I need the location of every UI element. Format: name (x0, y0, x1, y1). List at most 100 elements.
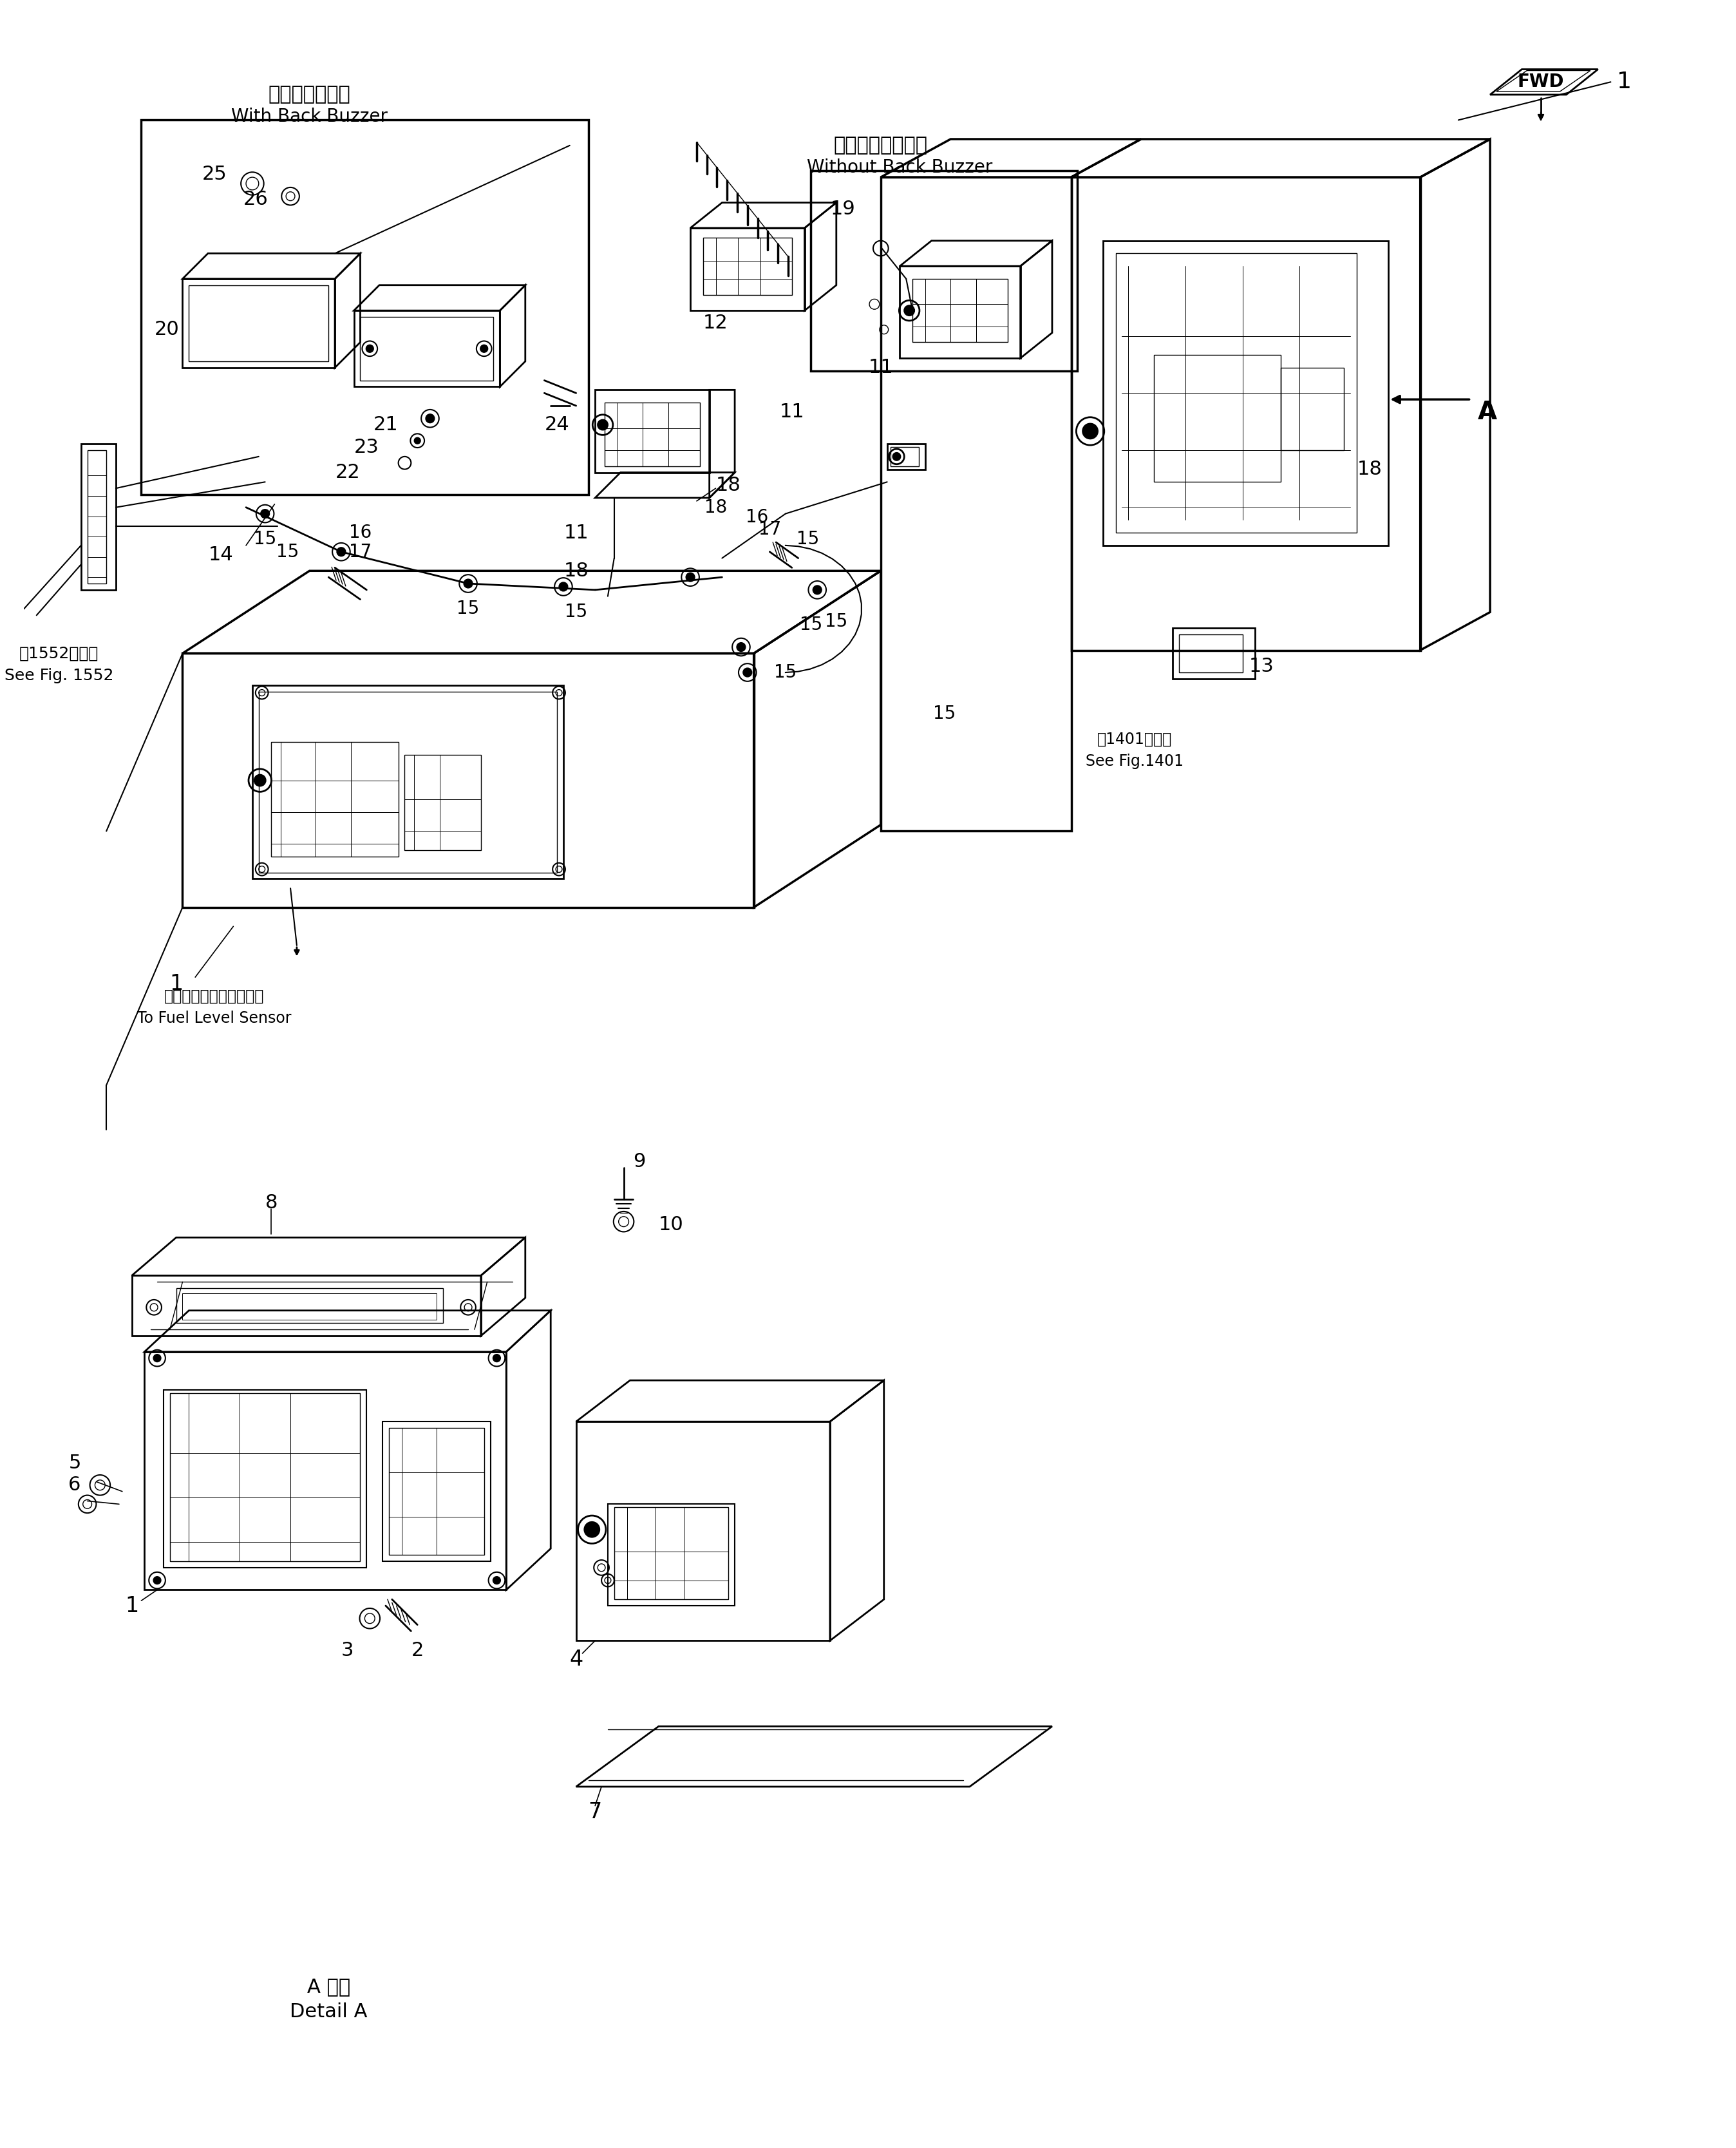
Text: 20: 20 (155, 320, 179, 339)
Text: 15: 15 (564, 604, 587, 621)
Bar (615, 1508, 729, 1600)
Circle shape (686, 574, 694, 582)
Text: 18: 18 (564, 561, 589, 580)
Circle shape (153, 1577, 161, 1583)
Text: 1: 1 (170, 973, 182, 995)
Text: 第1552図参照: 第1552図参照 (19, 647, 99, 662)
Text: 13: 13 (1250, 657, 1274, 674)
Bar (608, 1504, 734, 1607)
Text: 4: 4 (569, 1650, 583, 1671)
Text: 3: 3 (342, 1641, 354, 1660)
Bar (175, 1289, 443, 1323)
Circle shape (425, 415, 434, 423)
Text: 24: 24 (545, 415, 569, 434)
Text: 10: 10 (658, 1216, 684, 1235)
Text: 26: 26 (243, 189, 267, 208)
Text: 8: 8 (266, 1194, 278, 1211)
Text: 5: 5 (68, 1454, 82, 1471)
Bar (389, 1428, 484, 1555)
Circle shape (559, 582, 568, 591)
Text: 11: 11 (868, 359, 894, 378)
Text: 1: 1 (1616, 71, 1632, 92)
Circle shape (597, 419, 608, 430)
Text: See Fig. 1552: See Fig. 1552 (3, 668, 113, 683)
Text: 12: 12 (703, 314, 727, 333)
Circle shape (892, 453, 901, 460)
Text: 16: 16 (349, 524, 372, 541)
Bar (87, 451, 106, 584)
Text: See Fig.1401: See Fig.1401 (1085, 754, 1184, 769)
Text: 17: 17 (759, 520, 781, 539)
Text: 17: 17 (349, 543, 372, 561)
Bar (1281, 367, 1344, 451)
Circle shape (1083, 423, 1097, 438)
Text: 11: 11 (779, 404, 804, 421)
Circle shape (904, 305, 915, 316)
Circle shape (260, 509, 269, 518)
Text: 22: 22 (335, 464, 359, 481)
Circle shape (585, 1523, 599, 1538)
Bar (82, 445, 116, 591)
Circle shape (743, 668, 752, 677)
Circle shape (337, 548, 345, 556)
Bar (1179, 634, 1243, 672)
Text: 9: 9 (634, 1151, 646, 1171)
Text: To Fuel Level Sensor: To Fuel Level Sensor (137, 1012, 292, 1027)
Text: 18: 18 (715, 477, 741, 494)
Bar (271, 743, 398, 857)
Bar (141, 120, 589, 494)
Circle shape (736, 642, 745, 651)
Circle shape (153, 1353, 161, 1362)
Text: 25: 25 (201, 165, 227, 183)
Circle shape (366, 346, 373, 352)
Text: 23: 23 (354, 438, 378, 455)
Text: 2: 2 (411, 1641, 424, 1660)
Bar (182, 1293, 436, 1321)
Text: Detail A: Detail A (290, 2002, 368, 2021)
Bar (604, 402, 700, 466)
Bar (404, 754, 481, 851)
Circle shape (415, 438, 420, 445)
Circle shape (812, 586, 821, 595)
Circle shape (481, 346, 488, 352)
Text: 7: 7 (589, 1802, 602, 1824)
Text: 15: 15 (774, 664, 797, 681)
Text: 6: 6 (68, 1476, 82, 1495)
Text: 18: 18 (705, 498, 727, 516)
Text: 11: 11 (564, 524, 589, 541)
Text: 21: 21 (373, 415, 398, 434)
Text: 15: 15 (276, 543, 299, 561)
Bar (382, 1422, 490, 1562)
Text: Without Back Buzzer: Without Back Buzzer (807, 159, 993, 176)
Text: FWD: FWD (1517, 73, 1564, 90)
Text: 19: 19 (830, 200, 856, 219)
Bar (703, 238, 792, 294)
Bar (913, 279, 1007, 342)
Text: フェエルレベルセンサへ: フェエルレベルセンサへ (165, 988, 264, 1003)
Text: With Back Buzzer: With Back Buzzer (231, 107, 387, 127)
Text: 15: 15 (825, 612, 847, 632)
Text: バックブザーなし: バックブザーなし (833, 135, 927, 155)
Text: 18: 18 (1358, 460, 1382, 479)
Bar (1174, 627, 1255, 679)
Text: 1: 1 (125, 1596, 139, 1615)
Circle shape (464, 580, 472, 589)
Circle shape (493, 1577, 500, 1583)
Text: 16: 16 (746, 507, 769, 526)
Text: バックブザー付: バックブザー付 (269, 86, 351, 103)
Circle shape (253, 775, 266, 786)
Bar (811, 172, 1078, 372)
Text: 第1401図参照: 第1401図参照 (1097, 730, 1172, 748)
Text: 15: 15 (932, 705, 955, 722)
Text: A 詳細: A 詳細 (307, 1978, 351, 1995)
Text: 14: 14 (208, 546, 233, 565)
Text: A: A (1477, 400, 1496, 425)
Text: 15: 15 (800, 616, 823, 634)
Text: 15: 15 (797, 531, 819, 548)
Bar (887, 445, 925, 468)
Circle shape (493, 1353, 500, 1362)
Bar (891, 447, 918, 466)
Bar (1154, 354, 1281, 481)
Text: 15: 15 (253, 531, 276, 548)
Text: 15: 15 (457, 599, 479, 619)
